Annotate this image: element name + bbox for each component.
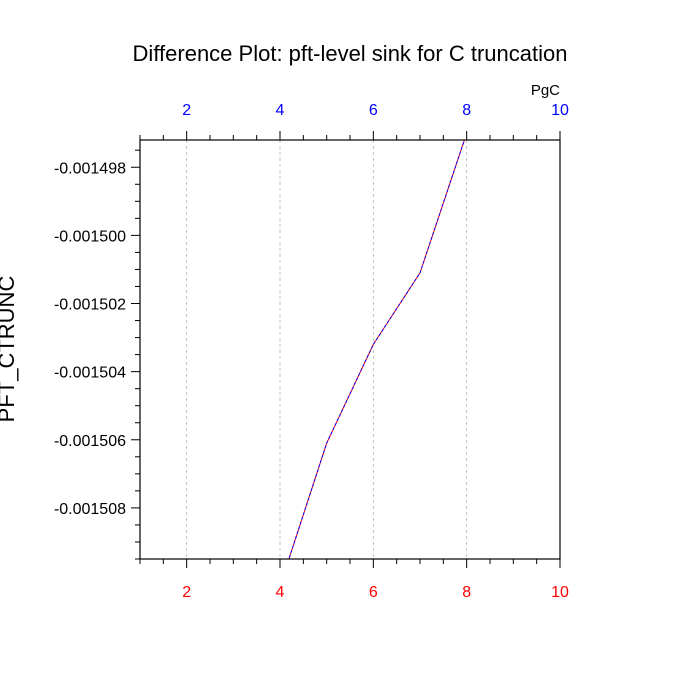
chart-title: Difference Plot: pft-level sink for C tr… [133, 41, 568, 66]
x-tick-label-top: 10 [551, 102, 569, 119]
x-tick-label-top: 8 [462, 102, 471, 119]
y-tick-label: -0.001498 [54, 160, 126, 177]
y-tick-label: -0.001500 [54, 228, 126, 245]
x-tick-label-top: 2 [182, 102, 191, 119]
grid-lines [186, 140, 468, 559]
x-tick-label-top: 6 [369, 102, 378, 119]
top-axis-unit: PgC [531, 82, 560, 99]
x-tick-label-bottom: 2 [182, 584, 191, 601]
series-line-2 [288, 140, 465, 559]
series-lines [288, 140, 465, 559]
plot-frame [139, 139, 561, 560]
axis-ticks [131, 131, 561, 568]
x-tick-label-bottom: 10 [551, 584, 569, 601]
x-tick-label-bottom: 8 [462, 584, 471, 601]
axis-tick-labels: 2 2 4 4 6 6 8 8 10 10 -0.001498 -0.001500 -0.001502 -… [54, 102, 569, 601]
y-tick-label: -0.001502 [54, 297, 126, 314]
y-tick-label: -0.001506 [54, 433, 126, 450]
series-line-1 [288, 140, 465, 559]
y-tick-label: -0.001508 [54, 501, 126, 518]
x-tick-label-top: 4 [276, 102, 285, 119]
x-tick-label-bottom: 4 [276, 584, 285, 601]
x-tick-label-bottom: 6 [369, 584, 378, 601]
y-tick-label: -0.001504 [54, 365, 126, 382]
y-axis-label: PFT_CTRUNC [0, 276, 19, 423]
